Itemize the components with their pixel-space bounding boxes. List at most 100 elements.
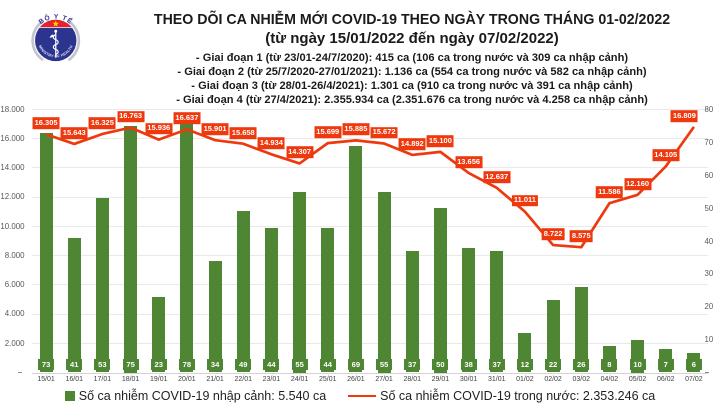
bar-value-label: 75: [122, 359, 139, 371]
x-axis-tick-label: 28/01: [403, 375, 422, 383]
line-point-label: 8.575: [569, 230, 593, 243]
line-point-label: 12.637: [483, 171, 511, 183]
x-axis-tick-label: 30/01: [459, 375, 478, 383]
legend-item-imported: Số ca nhiễm COVID-19 nhập cảnh: 5.540 ca: [64, 389, 327, 403]
left-axis-tick-label: 4.000: [4, 309, 25, 319]
line-point-label: 14.105: [652, 149, 680, 162]
x-axis-tick-label: 18/01: [121, 375, 140, 383]
legend-item-domestic: Số ca nhiễm COVID-19 trong nước: 2.353.2…: [348, 389, 655, 403]
bar: [67, 237, 81, 373]
bar-value-label: 6: [685, 359, 702, 371]
left-axis-tick-label: 8.000: [4, 250, 25, 260]
bar-value-label: 69: [347, 359, 364, 371]
x-axis-tick-label: 23/01: [262, 375, 281, 383]
line-point-label: 8.722: [541, 228, 565, 241]
bar: [293, 191, 307, 373]
right-axis-tick-label: 20: [704, 302, 714, 312]
x-axis-tick-label: 27/01: [375, 375, 393, 383]
bar: [462, 247, 476, 373]
gridline: [32, 284, 708, 286]
x-axis-tick-label: 04/02: [600, 375, 619, 383]
ministry-of-health-logo: BỘ Y TẾ MINISTRY OF HEALTH: [31, 12, 81, 62]
x-axis-tick-label: 25/01: [318, 375, 337, 383]
line-point-label: 13.656: [455, 156, 483, 168]
x-axis-tick-label: 21/01: [206, 375, 224, 383]
bar-value-label: 26: [573, 359, 590, 371]
bar: [321, 227, 335, 373]
x-axis-tick-label: 20/01: [178, 375, 196, 383]
left-axis-tick-label: 6.000: [4, 280, 25, 290]
bar: [152, 296, 166, 373]
line-point-label: 14.934: [257, 137, 285, 150]
period-line-2: - Giai đoạn 2 (từ 25/7/2020-27/01/2021):…: [177, 66, 647, 79]
line-point-label: 16.637: [173, 112, 201, 125]
right-axis-tick-label: 60: [704, 170, 714, 180]
gridline: [32, 196, 708, 198]
x-axis-tick-label: 05/02: [628, 375, 647, 383]
line-point-label: 15.643: [60, 127, 88, 139]
period-line-4: - Giai đoạn 4 (từ 27/4/2021): 2.355.934 …: [176, 94, 648, 106]
right-axis-zero-label: [705, 372, 709, 373]
bar: [236, 211, 250, 373]
x-axis-tick-label: 17/01: [93, 375, 112, 383]
line-point-label: 16.809: [670, 110, 698, 122]
x-axis-tick-label: 07/02: [685, 375, 703, 383]
x-axis-tick-label: 03/02: [572, 375, 591, 383]
bar: [95, 198, 109, 373]
bar-value-label: 53: [94, 359, 111, 371]
bar-value-label: 8: [601, 359, 618, 371]
bar: [264, 227, 278, 373]
bar-value-label: 78: [178, 359, 195, 371]
chart-subtitle: (từ ngày 15/01/2022 đến ngày 07/02/2022): [265, 29, 559, 47]
bar: [377, 191, 391, 373]
x-axis-tick-label: 31/01: [487, 375, 506, 383]
bar: [405, 250, 419, 373]
logo-wreath-arcs: [31, 20, 81, 62]
x-axis-tick-label: 29/01: [431, 375, 450, 383]
x-axis-tick-label: 19/01: [149, 375, 168, 383]
line-point-label: 15.901: [201, 123, 229, 136]
left-axis-tick-label: 14.000: [0, 163, 25, 173]
x-axis-tick-label: 01/02: [516, 375, 534, 383]
line-point-label: 15.699: [314, 126, 342, 139]
left-axis-tick-label: 16.000: [0, 134, 25, 144]
bar-value-label: 55: [291, 359, 308, 371]
bar: [490, 250, 504, 373]
x-axis-tick-label: 15/01: [37, 375, 55, 383]
bar-value-label: 38: [460, 359, 477, 371]
bar-value-label: 7: [657, 359, 674, 371]
line-point-label: 16.325: [88, 117, 116, 129]
line-point-label: 15.936: [145, 122, 173, 135]
legend-line-swatch: [348, 394, 377, 398]
x-axis-tick-label: 26/01: [347, 375, 365, 383]
legend-imported-label: Số ca nhiễm COVID-19 nhập cảnh: 5.540 ca: [78, 389, 327, 403]
bar: [180, 116, 194, 373]
period-line-1: - Giai đoạn 1 (từ 23/01-24/7/2020): 415 …: [195, 52, 629, 65]
bar-value-label: 73: [38, 359, 55, 371]
x-axis-tick-label: 22/01: [234, 375, 253, 383]
bar: [124, 125, 138, 373]
bar-value-label: 22: [545, 359, 562, 371]
bar: [546, 300, 560, 373]
legend-bar-swatch: [64, 391, 75, 401]
gridline: [32, 109, 708, 110]
bar-value-label: 49: [235, 359, 252, 371]
left-axis-tick-label: 12.000: [0, 192, 25, 202]
x-axis-tick-label: 16/01: [65, 375, 84, 383]
gridline: [32, 313, 708, 315]
left-axis-tick-label: 10.000: [0, 221, 25, 231]
line-point-label: 11.011: [511, 194, 538, 207]
gridline: [32, 225, 708, 227]
line-point-label: 15.658: [229, 126, 257, 139]
left-axis-tick-label: 18.000: [0, 104, 25, 114]
line-point-label: 12.160: [624, 178, 652, 190]
bar-value-label: 23: [150, 359, 167, 371]
bar-value-label: 10: [629, 359, 646, 371]
bar-value-label: 37: [488, 359, 505, 371]
right-axis-tick-label: 40: [704, 236, 714, 246]
line-point-label: 15.672: [370, 126, 398, 139]
line-point-label: 16.305: [32, 117, 60, 130]
logo-asclepius-icon: [49, 29, 59, 58]
